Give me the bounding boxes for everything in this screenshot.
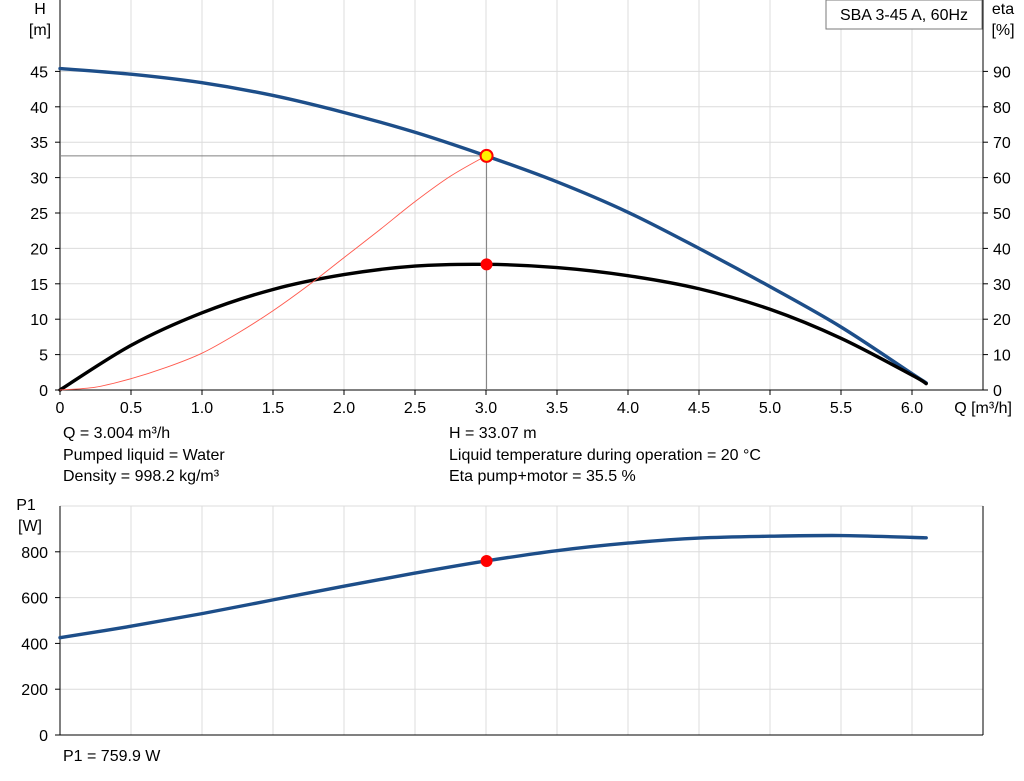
flow-rate-value: Q = 3.004 m³/h [63, 425, 171, 442]
power-axis-unit: [W] [18, 518, 42, 535]
power-axis-label: P1 [16, 497, 36, 514]
eta-tick-label: 70 [993, 135, 1011, 152]
eta-tick-label: 10 [993, 348, 1011, 365]
flow-tick-label: 3.0 [475, 400, 497, 417]
flow-tick-label: 5.0 [759, 400, 781, 417]
eta-value: Eta pump+motor = 35.5 % [449, 468, 636, 485]
flow-tick-label: 1.0 [191, 400, 213, 417]
power-tick-label: 800 [21, 545, 48, 562]
eta-tick-label: 20 [993, 312, 1011, 329]
eta-axis-label: eta [992, 1, 1014, 18]
head-tick-label: 40 [30, 100, 48, 117]
chart-title: SBA 3-45 A, 60Hz [840, 7, 968, 24]
power-tick-label: 600 [21, 591, 48, 608]
head-tick-label: 35 [30, 135, 48, 152]
head-axis-unit: [m] [29, 22, 51, 39]
flow-tick-label: 0.5 [120, 400, 142, 417]
efficiency-curve [58, 262, 928, 392]
flow-tick-label: 4.0 [617, 400, 639, 417]
duty-point-marker [479, 148, 494, 163]
eta-tick-label: 60 [993, 171, 1011, 188]
top-plot-area [60, 0, 983, 390]
eta-tick-label: 0 [993, 383, 1002, 400]
head-tick-label: 25 [30, 206, 48, 223]
flow-tick-label: 2.5 [404, 400, 426, 417]
title-box [825, 0, 983, 30]
power-duty-marker [480, 554, 493, 567]
liquid-temperature-text: Liquid temperature during operation = 20… [449, 447, 761, 464]
eta-tick-label: 90 [993, 64, 1011, 81]
flow-tick-label: 3.5 [546, 400, 568, 417]
eta-tick-label: 80 [993, 100, 1011, 117]
flow-tick-label: 2.0 [333, 400, 355, 417]
head-axis-label: H [34, 1, 46, 18]
pumped-liquid-text: Pumped liquid = Water [63, 447, 225, 464]
flow-axis-label: Q [m³/h] [954, 400, 1012, 417]
head-tick-label: 10 [30, 312, 48, 329]
eta-tick-label: 30 [993, 277, 1011, 294]
head-tick-label: 0 [39, 383, 48, 400]
power-tick-label: 400 [21, 636, 48, 653]
density-text: Density = 998.2 kg/m³ [63, 468, 220, 485]
eta-axis-unit: [%] [991, 22, 1014, 39]
head-tick-label: 15 [30, 277, 48, 294]
eta-tick-label: 50 [993, 206, 1011, 223]
head-tick-label: 30 [30, 171, 48, 188]
system-curve [59, 155, 487, 391]
flow-tick-label: 5.5 [830, 400, 852, 417]
flow-tick-label: 1.5 [262, 400, 284, 417]
head-curve [58, 66, 928, 385]
head-tick-label: 20 [30, 241, 48, 258]
flow-tick-label: 6.0 [901, 400, 923, 417]
head-tick-label: 5 [39, 348, 48, 365]
flow-tick-label: 0 [56, 400, 65, 417]
flow-tick-label: 4.5 [688, 400, 710, 417]
power-tick-label: 200 [21, 682, 48, 699]
head-value: H = 33.07 m [449, 425, 537, 442]
power-value: P1 = 759.9 W [63, 748, 161, 765]
power-curve [58, 533, 928, 640]
efficiency-duty-marker [480, 258, 493, 271]
eta-tick-label: 40 [993, 241, 1011, 258]
head-tick-label: 45 [30, 64, 48, 81]
power-tick-label: 0 [39, 728, 48, 745]
